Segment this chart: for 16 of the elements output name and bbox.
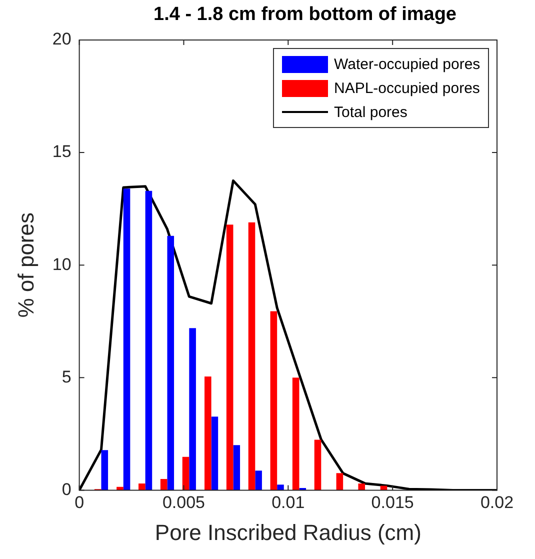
x-tick-label: 0.005 <box>162 493 206 512</box>
x-tick-label: 0.015 <box>371 493 414 512</box>
x-tick-label: 0.01 <box>272 493 305 512</box>
y-tick-label: 15 <box>52 142 72 162</box>
legend-label: Water-occupied pores <box>334 56 480 72</box>
x-axis-title: Pore Inscribed Radius (cm) <box>154 520 422 545</box>
y-tick-label: 0 <box>62 480 72 499</box>
chart-title: 1.4 - 1.8 cm from bottom of image <box>152 4 458 26</box>
legend-label: NAPL-occupied pores <box>334 80 480 96</box>
y-axis-title: % of pores <box>13 212 38 318</box>
x-tick-label: 0.02 <box>480 493 514 512</box>
y-tick-label: 5 <box>62 367 72 386</box>
legend-label: Total pores <box>334 104 408 120</box>
y-tick-label: 10 <box>52 254 72 274</box>
x-tick-label: 0 <box>74 493 84 512</box>
y-tick-label: 20 <box>52 30 72 49</box>
